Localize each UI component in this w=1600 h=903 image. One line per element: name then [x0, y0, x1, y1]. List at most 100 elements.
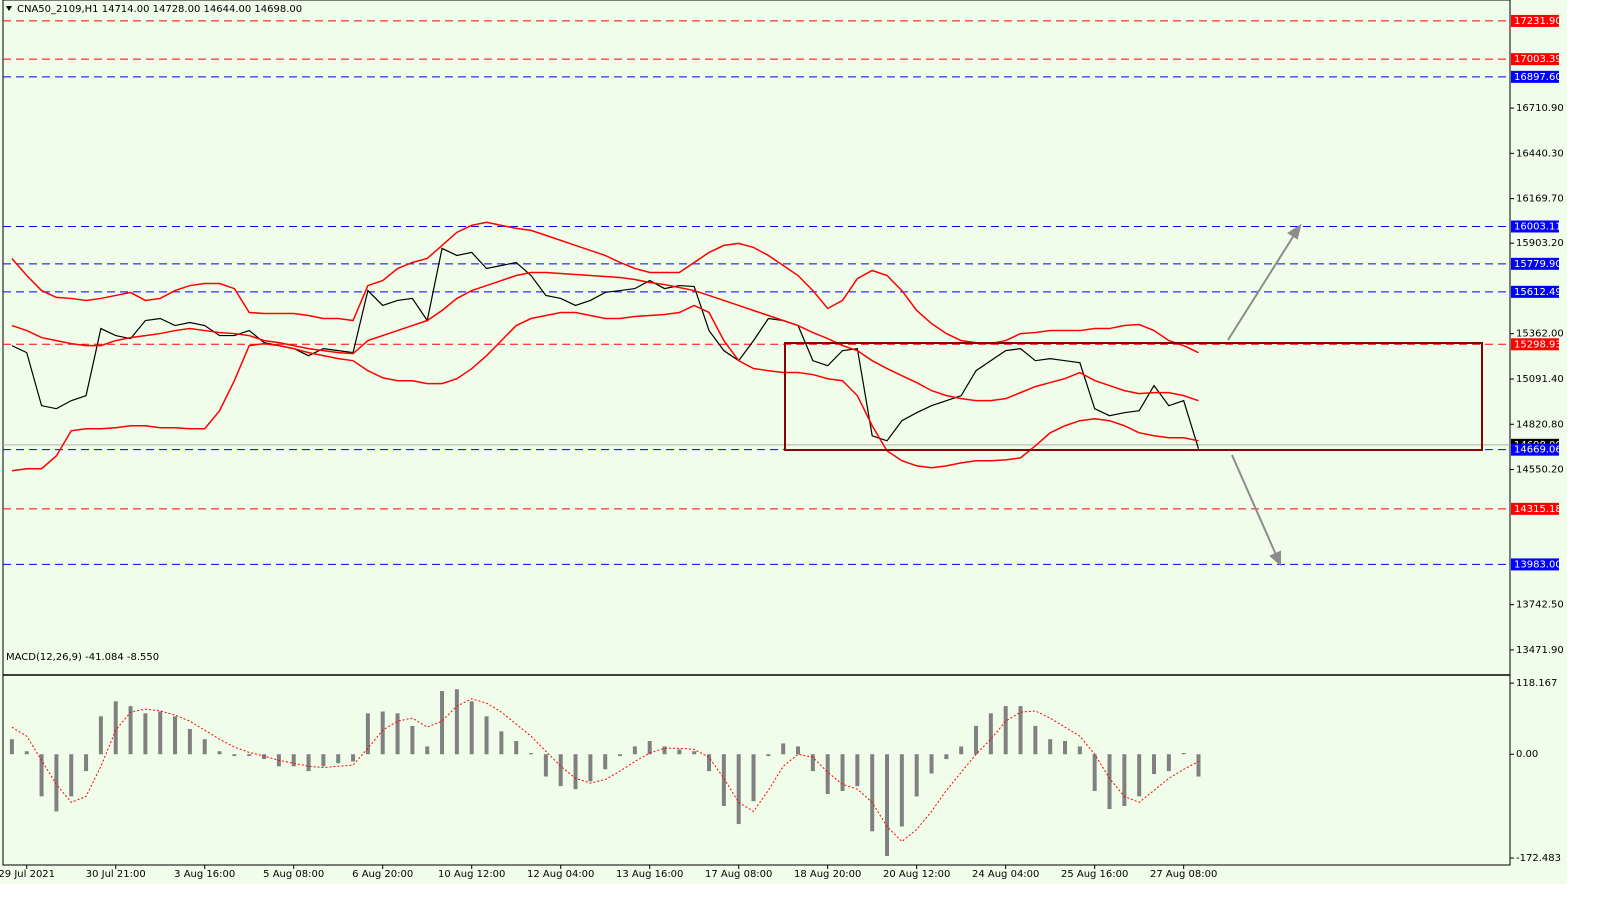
series-line [11, 698, 1199, 843]
histogram-bar [410, 725, 415, 755]
level-label-box [1511, 502, 1559, 515]
level-label-box [1511, 70, 1559, 83]
y-tick-label: 16169.70 [1516, 194, 1564, 205]
x-tick-label: 27 Aug 08:00 [1150, 869, 1217, 880]
y-tick-label: 13742.50 [1516, 600, 1564, 611]
histogram-bar [1048, 739, 1053, 755]
histogram-bar [262, 754, 267, 760]
x-tick-label: 24 Aug 04:00 [972, 869, 1039, 880]
histogram-bar [944, 754, 949, 760]
histogram-bar [1018, 706, 1023, 755]
histogram-bar [39, 754, 44, 797]
y-tick-label: 15091.40 [1516, 374, 1564, 385]
histogram-bar [1137, 754, 1142, 797]
arrow-down [1231, 454, 1278, 558]
x-tick-label: 18 Aug 20:00 [794, 869, 861, 880]
level-label-box [1511, 53, 1559, 66]
level-label: 13983.00 [1514, 559, 1562, 570]
histogram-bar [662, 746, 667, 755]
level-label-box [1511, 558, 1559, 571]
histogram-bar [1033, 725, 1038, 755]
histogram-bar [810, 754, 815, 772]
series-line [11, 221, 1199, 354]
histogram-bar [113, 701, 118, 755]
histogram-bar [1122, 754, 1127, 807]
y-tick-label: 118.167 [1516, 678, 1557, 689]
histogram-bar [380, 711, 385, 755]
x-tick-label: 5 Aug 08:00 [263, 869, 324, 880]
histogram-bar [707, 754, 712, 772]
histogram-bar [840, 754, 845, 791]
histogram-bar [899, 754, 904, 827]
level-label-box [1511, 14, 1559, 27]
histogram-bar [187, 728, 192, 755]
histogram-bar [365, 713, 370, 755]
histogram-bar [870, 754, 875, 832]
plot-frame [2, 0, 1511, 866]
macd-title: MACD(12,26,9) -41.084 -8.550 [6, 652, 159, 663]
histogram-bar [499, 731, 504, 755]
x-tick-label: 20 Aug 12:00 [883, 869, 950, 880]
arrow-up [1227, 231, 1297, 341]
histogram-bar [855, 754, 860, 787]
plot-layer: 14698.0016710.9016440.3016169.7015903.20… [0, 14, 1564, 880]
histogram-bar [24, 751, 29, 755]
x-tick-label: 30 Jul 21:00 [86, 869, 146, 880]
histogram-bar [825, 754, 830, 794]
histogram-bar [128, 706, 133, 755]
y-tick-label: 15903.20 [1516, 238, 1564, 249]
histogram-bar [395, 713, 400, 755]
histogram-bar [781, 743, 786, 755]
histogram-bar [721, 754, 726, 807]
histogram-bar [1181, 753, 1186, 755]
histogram-bar [766, 754, 771, 757]
y-tick-label: 16710.90 [1516, 103, 1564, 114]
histogram-bar [232, 754, 237, 757]
histogram-bar [603, 754, 608, 770]
histogram-bar [1107, 754, 1112, 810]
level-label-box [1511, 257, 1559, 270]
level-label-box [1511, 285, 1559, 298]
y-tick-label: 14550.20 [1516, 465, 1564, 476]
histogram-bar [573, 754, 578, 790]
range-box [784, 342, 1483, 451]
histogram-bar [454, 689, 459, 755]
level-label-box [1511, 338, 1559, 351]
histogram-bar [351, 754, 356, 762]
background [0, 0, 1567, 884]
histogram-bar [988, 713, 993, 755]
histogram-bar [1063, 741, 1068, 755]
histogram-bar [247, 754, 252, 757]
histogram-bar [959, 746, 964, 755]
histogram-bar [1166, 754, 1171, 772]
x-tick-label: 10 Aug 12:00 [438, 869, 505, 880]
series-line [11, 271, 1199, 402]
histogram-bar [217, 751, 222, 755]
chart-title: CNA50_2109,H1 14714.00 14728.00 14644.00… [17, 4, 302, 15]
x-tick-label: 6 Aug 20:00 [352, 869, 413, 880]
level-label: 16897.60 [1514, 72, 1562, 83]
histogram-bar [632, 746, 637, 755]
histogram-bar [514, 741, 519, 755]
arrow-head [1287, 223, 1302, 240]
histogram-bar [751, 754, 756, 802]
x-tick-label: 12 Aug 04:00 [527, 869, 594, 880]
series-line [11, 247, 1200, 450]
histogram-bar [469, 701, 474, 755]
histogram-bar [69, 754, 74, 797]
histogram-bar [929, 754, 934, 774]
histogram-bar [202, 739, 207, 755]
x-tick-label: 17 Aug 08:00 [705, 869, 772, 880]
histogram-bar [84, 754, 89, 772]
histogram-bar [1077, 746, 1082, 755]
x-tick-label: 3 Aug 16:00 [174, 869, 235, 880]
x-tick-label: 13 Aug 16:00 [616, 869, 683, 880]
x-tick-label: 25 Aug 16:00 [1061, 869, 1128, 880]
y-tick-label: 13471.90 [1516, 645, 1564, 656]
title-marker [6, 6, 12, 11]
histogram-bar [796, 746, 801, 755]
y-tick-label: 15362.00 [1516, 329, 1564, 340]
histogram-bar [1003, 706, 1008, 755]
y-tick-label: 14820.80 [1516, 419, 1564, 430]
